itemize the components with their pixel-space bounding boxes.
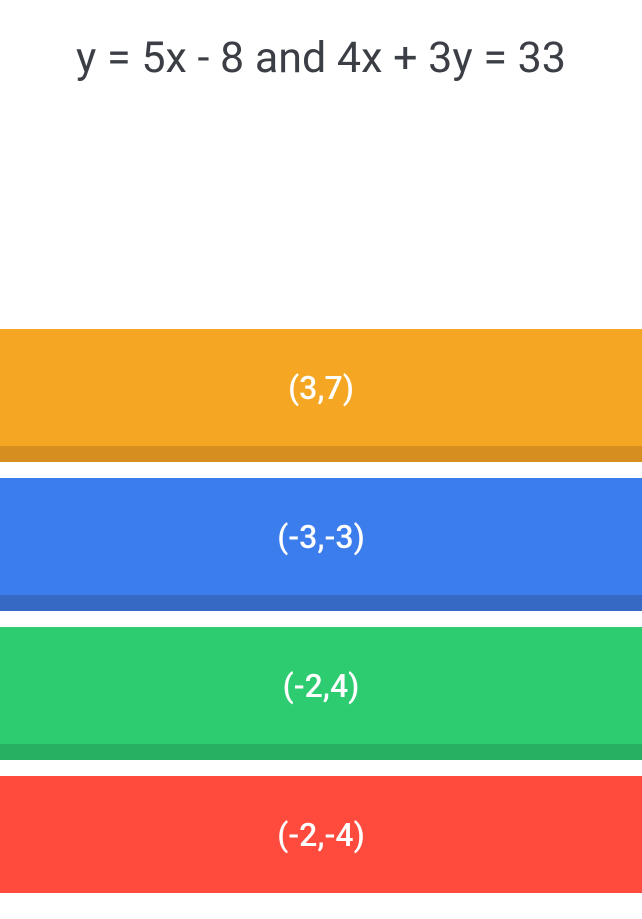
answer-gap xyxy=(0,611,642,627)
answer-option-0[interactable]: (3,7) xyxy=(0,329,642,446)
answer-label: (3,7) xyxy=(288,369,354,407)
answers-container: (3,7) (-3,-3) (-2,4) (-2,-4) xyxy=(0,329,642,893)
answer-gap xyxy=(0,760,642,776)
question-text: y = 5x - 8 and 4x + 3y = 33 xyxy=(0,0,642,88)
answer-option-1[interactable]: (-3,-3) xyxy=(0,478,642,595)
answer-label: (-2,4) xyxy=(283,667,360,705)
answer-option-2[interactable]: (-2,4) xyxy=(0,627,642,744)
answer-gap xyxy=(0,462,642,478)
answer-shadow-2 xyxy=(0,744,642,760)
answer-shadow-0 xyxy=(0,446,642,462)
answer-label: (-2,-4) xyxy=(277,816,365,854)
answer-shadow-1 xyxy=(0,595,642,611)
answer-option-3[interactable]: (-2,-4) xyxy=(0,776,642,893)
answer-label: (-3,-3) xyxy=(277,518,365,556)
